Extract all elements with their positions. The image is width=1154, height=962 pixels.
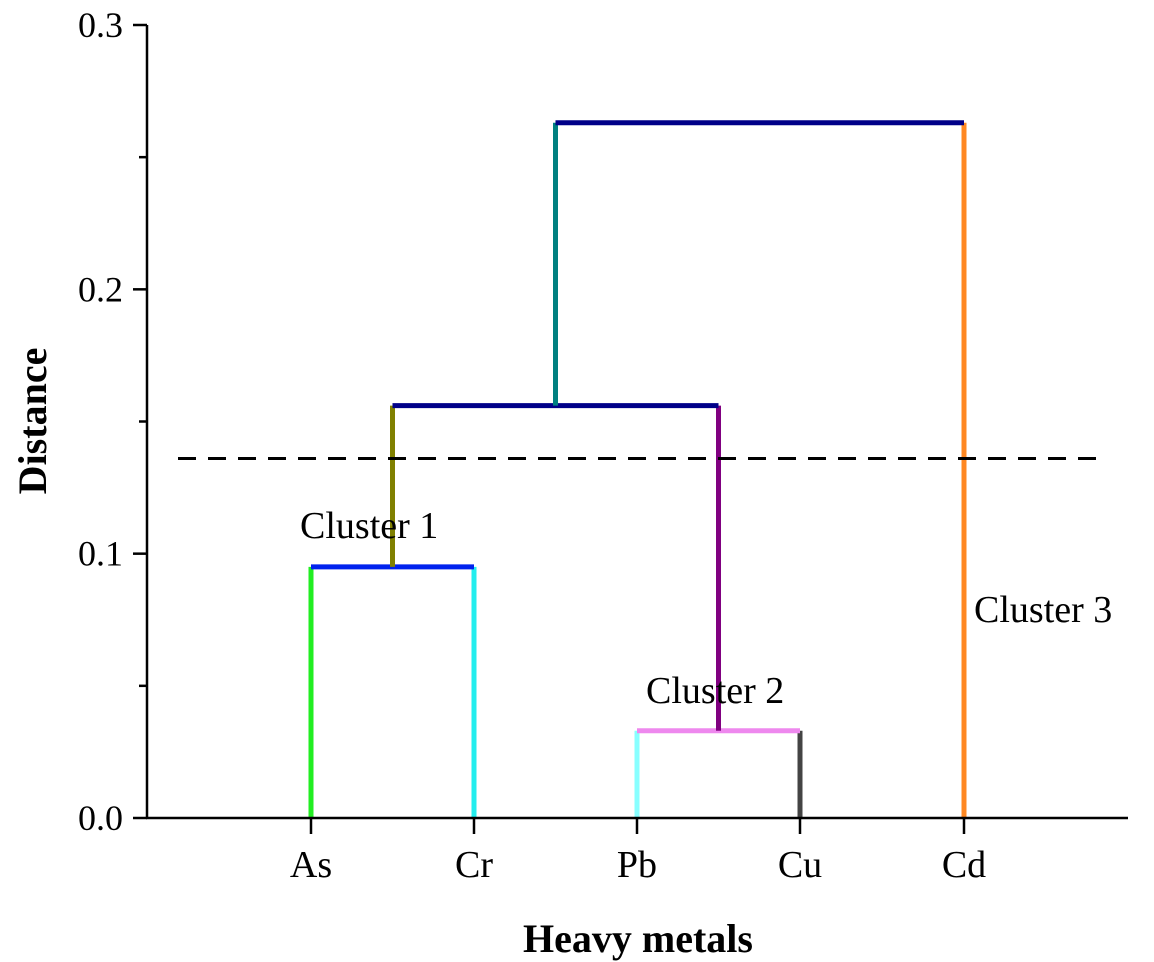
x-tick-label-pb: Pb	[617, 844, 657, 886]
y-tick-label: 0.0	[78, 798, 123, 838]
dendrogram-links	[308, 120, 967, 818]
y-axis-title: Distance	[10, 348, 55, 495]
y-tick-label: 0.3	[78, 5, 123, 45]
cluster-2-label: Cluster 2	[646, 670, 784, 712]
y-axis-ticks: 0.0 0.1 0.2 0.3	[78, 5, 147, 838]
x-tick-label-cu: Cu	[778, 844, 822, 886]
cluster-1-label: Cluster 1	[300, 505, 438, 547]
x-tick-label-as: As	[290, 844, 332, 886]
x-tick-label-cd: Cd	[942, 844, 986, 886]
x-axis-title: Heavy metals	[523, 916, 753, 961]
y-tick-label: 0.1	[78, 534, 123, 574]
x-tick-label-cr: Cr	[455, 844, 493, 886]
y-tick-label: 0.2	[78, 269, 123, 309]
x-axis-ticks: As Cr Pb Cu Cd	[290, 818, 986, 886]
cluster-3-label: Cluster 3	[974, 589, 1112, 631]
